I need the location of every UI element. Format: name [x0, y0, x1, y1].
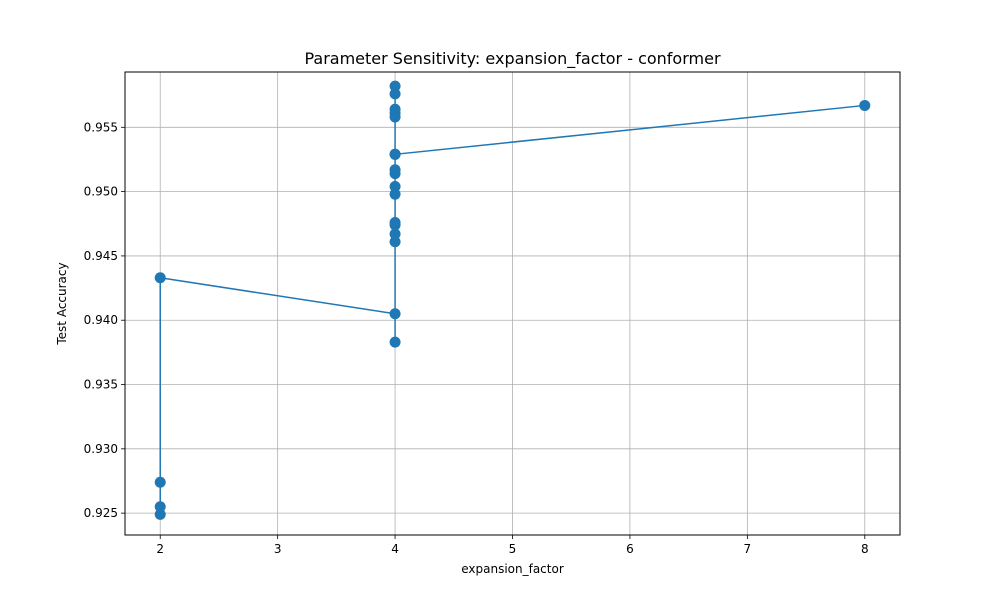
data-point [154, 272, 166, 284]
y-tick-label: 0.955 [84, 120, 118, 134]
data-point [389, 228, 401, 240]
data-point [389, 336, 401, 348]
y-tick-label: 0.935 [84, 378, 118, 392]
x-tick-label: 7 [744, 542, 752, 556]
data-point [859, 99, 871, 111]
y-tick-label: 0.950 [84, 185, 118, 199]
x-axis-label: expansion_factor [461, 562, 564, 576]
tick-layer: 2 3 4 5 6 7 8 0.925 0.930 0.935 0.940 0.945 0.950 0.9… [84, 120, 869, 556]
data-point [154, 501, 166, 513]
x-tick-label: 2 [156, 542, 164, 556]
data-point [389, 308, 401, 320]
data-point [389, 164, 401, 176]
x-tick-label: 5 [509, 542, 517, 556]
y-tick-label: 0.925 [84, 506, 118, 520]
grid-layer [125, 72, 900, 535]
data-point [389, 236, 401, 248]
data-point [389, 188, 401, 200]
data-point [389, 103, 401, 115]
chart-title: Parameter Sensitivity: expansion_factor … [304, 49, 720, 69]
y-axis-label: Test Accuracy [55, 262, 69, 345]
data-point [389, 180, 401, 192]
y-tick-label: 0.930 [84, 442, 118, 456]
data-point [389, 80, 401, 92]
y-tick-label: 0.940 [84, 313, 118, 327]
x-tick-label: 6 [626, 542, 634, 556]
data-point [389, 88, 401, 100]
x-tick-label: 3 [274, 542, 282, 556]
x-tick-label: 4 [391, 542, 399, 556]
data-point [389, 148, 401, 160]
y-tick-label: 0.945 [84, 249, 118, 263]
data-point [154, 476, 166, 488]
x-tick-label: 8 [861, 542, 869, 556]
data-point [389, 216, 401, 228]
series-layer [154, 80, 871, 520]
data-point [154, 508, 166, 520]
